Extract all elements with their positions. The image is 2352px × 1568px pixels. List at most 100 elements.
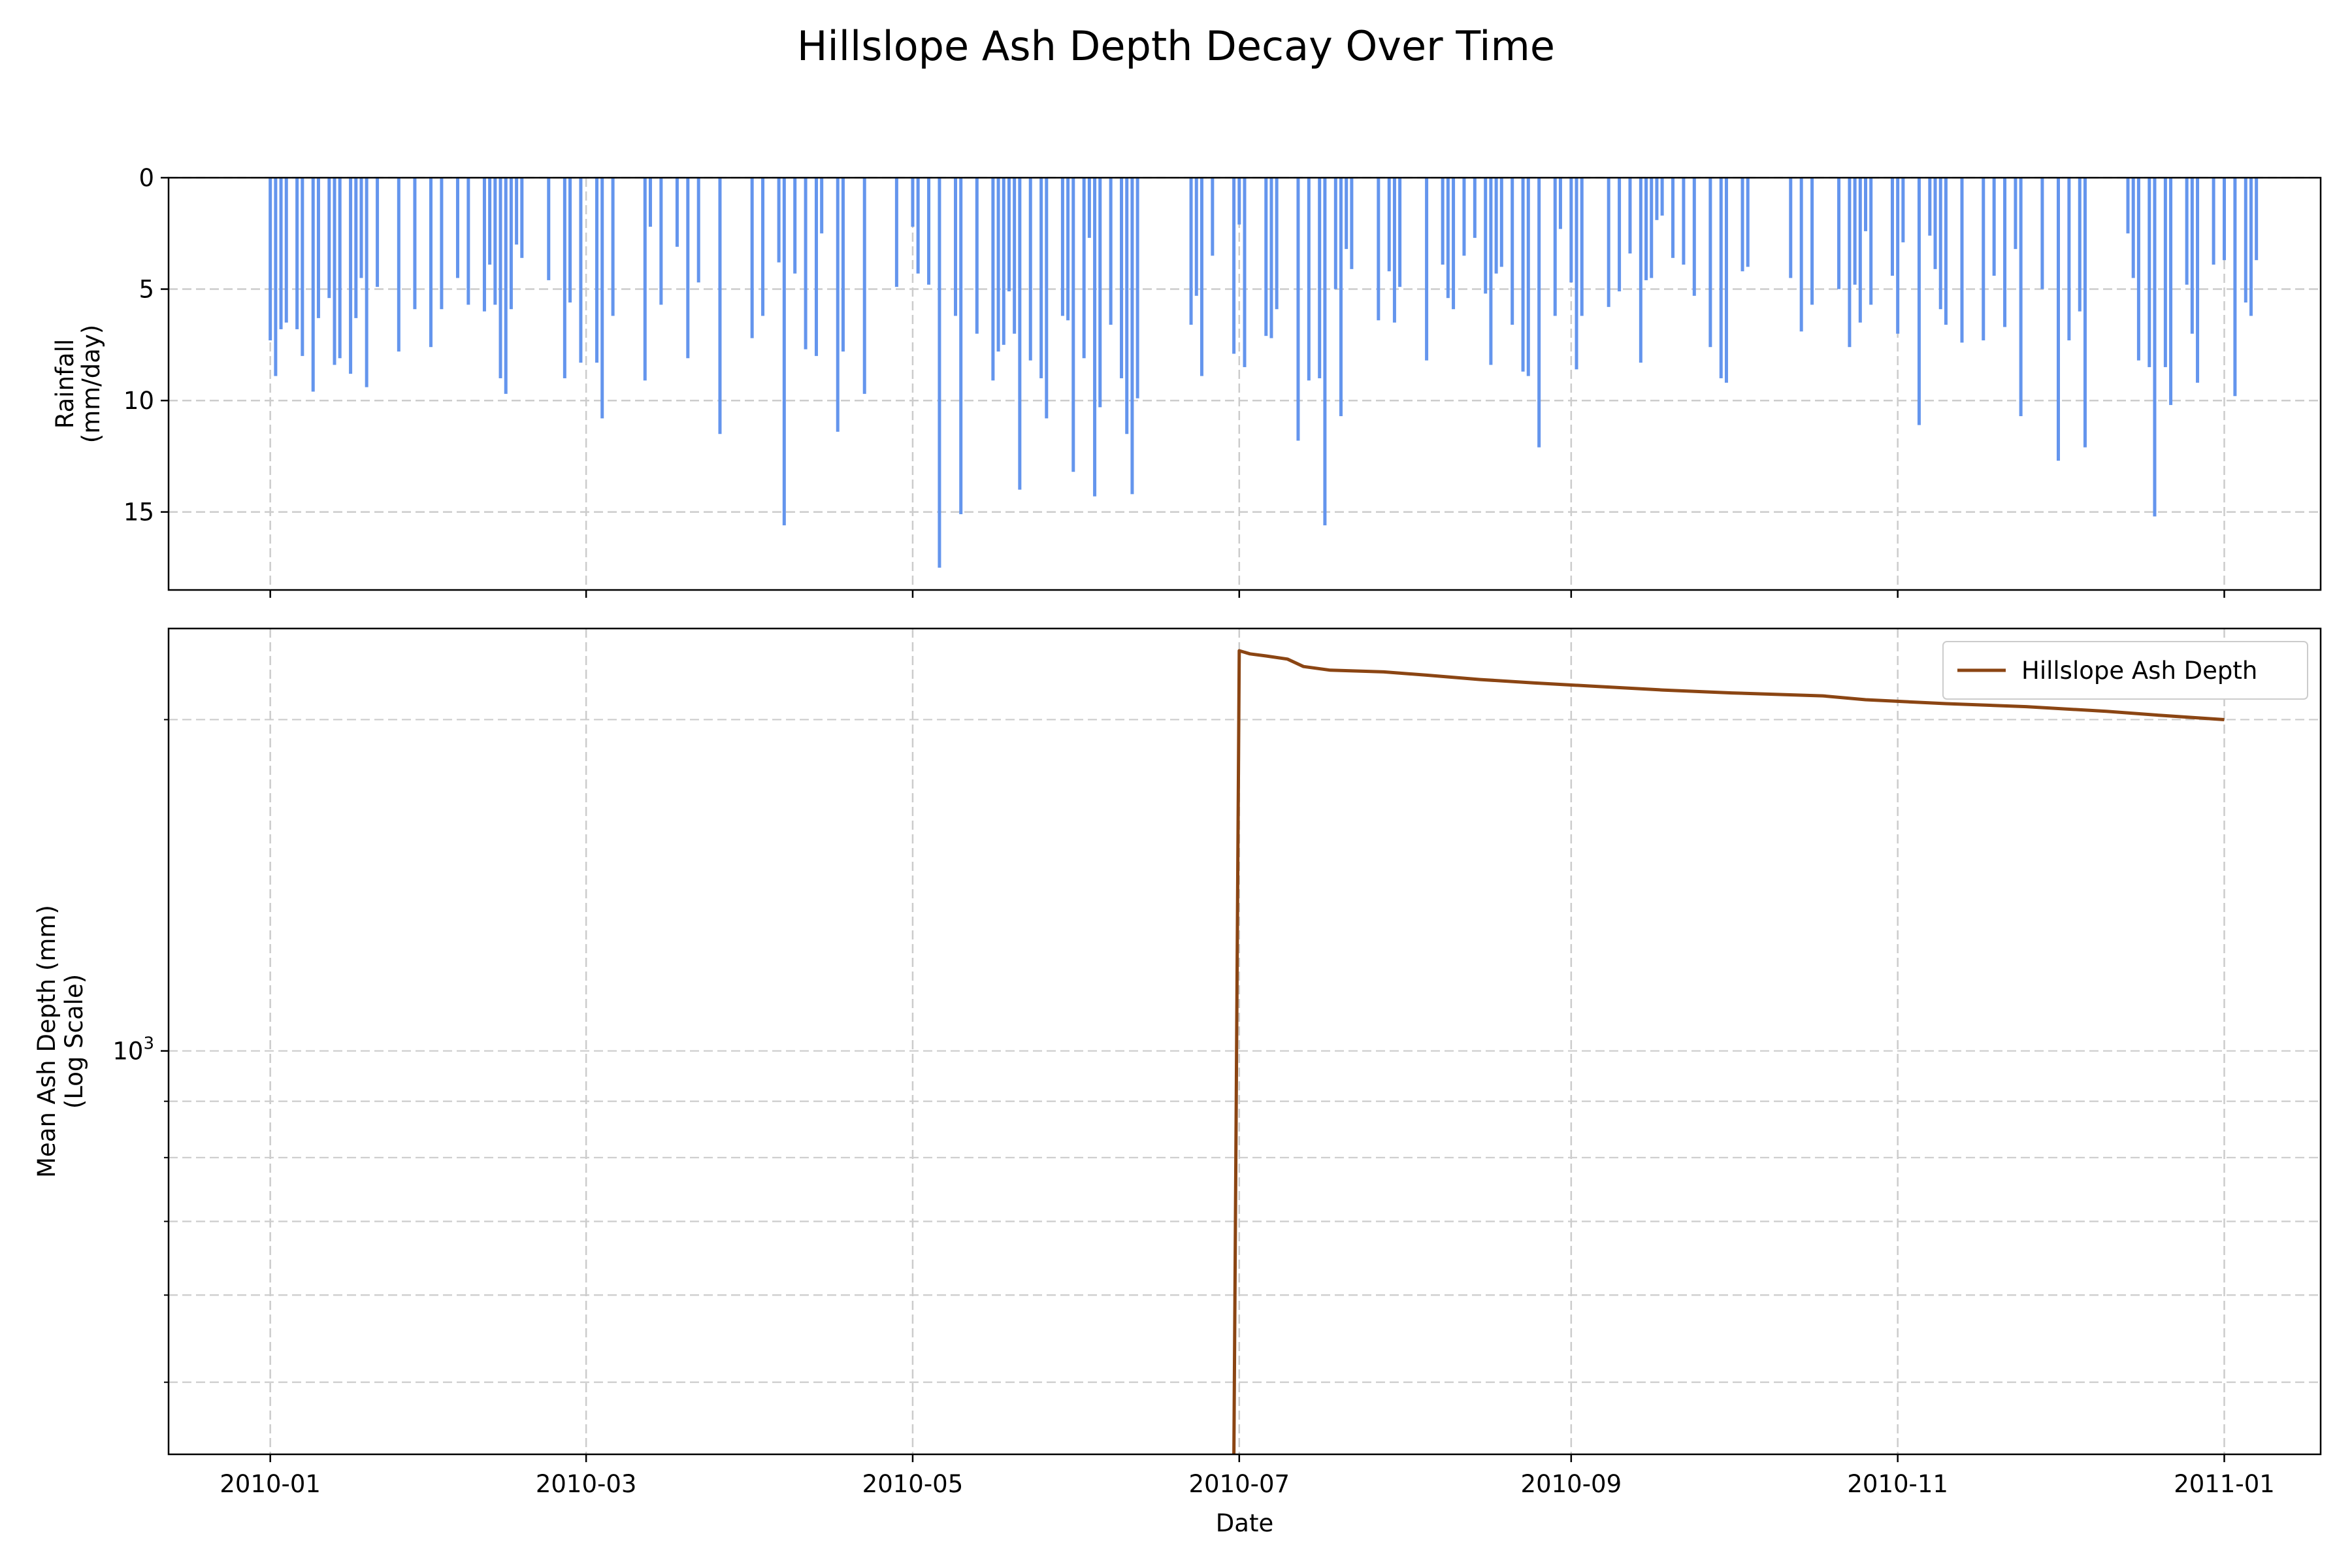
rainfall-bar [1269,178,1273,338]
rainfall-bar [1232,178,1236,354]
rainfall-bar [1692,178,1696,296]
rainfall-x-ticks [269,590,2225,598]
ash-depth-x-tick-label: 2010-05 [862,1470,964,1498]
rainfall-bar [675,178,679,247]
rainfall-bar [686,178,690,359]
rainfall-bar [938,178,941,568]
rainfall-bar [1018,178,1022,490]
rainfall-bar [1446,178,1450,299]
rainfall-bar [301,178,304,356]
rainfall-bar [2190,178,2194,334]
rainfall-bar [1398,178,1402,287]
rainfall-bar [2067,178,2071,340]
rainfall-bar [1890,178,1894,276]
rainfall-bar [1982,178,1985,340]
rainfall-y-tick-label: 15 [123,498,154,527]
rainfall-bar [2244,178,2247,303]
rainfall-bar [455,178,459,278]
rainfall-bar [954,178,958,316]
rainfall-bar [595,178,599,363]
rainfall-y-tick-label: 10 [123,387,154,415]
legend-box [1942,641,2308,700]
rainfall-bar [295,178,299,329]
rainfall-bar [1607,178,1610,307]
rainfall-bar [1350,178,1354,269]
rainfall-bar [1484,178,1488,294]
rainfall-bar [1045,178,1049,419]
rainfall-bar [1810,178,1814,305]
ash-depth-x-tick-label: 2011-01 [2174,1470,2275,1498]
rainfall-bar [1425,178,1429,361]
rainfall-bar [696,178,700,283]
rainfall-bar [2212,178,2215,265]
rainfall-bar [911,178,915,227]
rainfall-bar [836,178,840,432]
rainfall-bar [1007,178,1011,291]
rainfall-bar [1682,178,1686,265]
rainfall-bar [349,178,353,374]
rainfall-bar [1719,178,1723,378]
rainfall-bar [354,178,358,318]
rainfall-bar [1120,178,1124,378]
rainfall-bar [1837,178,1841,289]
rainfall-bar [376,178,380,287]
rainfall-bar [488,178,492,265]
rainfall-bar [1098,178,1102,408]
rainfall-bar [1489,178,1493,365]
rainfall-bar [1013,178,1017,334]
rainfall-bar [1655,178,1659,220]
rainfall-bar [1660,178,1664,216]
rainfall-bar [1307,178,1311,381]
rainfall-bar [2078,178,2082,312]
rainfall-bar [718,178,722,434]
ash-depth-x-tick-label: 2010-01 [220,1470,321,1498]
rainfall-bar [1135,178,1139,399]
rainfall-bar [1060,178,1064,316]
rainfall-bar [1580,178,1584,316]
rainfall-bar [1377,178,1380,321]
rainfall-bar [316,178,320,318]
figure-title: Hillslope Ash Depth Decay Over Time [797,22,1555,70]
rainfall-bar [279,178,283,329]
rainfall-bar [2056,178,2060,461]
rainfall-bar [504,178,508,394]
rainfall-bar [1125,178,1129,434]
rainfall-bar [1200,178,1203,376]
ash-depth-x-tick-label: 2010-07 [1189,1470,1290,1498]
rainfall-bar [782,178,786,526]
rainfall-bar [1028,178,1032,361]
rainfall-bar [916,178,920,274]
rainfall-y-tick-label: 5 [139,276,154,304]
rainfall-bar [2249,178,2253,316]
rainfall-y-axis-label-line: Rainfall [51,339,79,429]
ash-depth-axes-frame [167,627,2322,1456]
rainfall-bar [1896,178,1900,334]
rainfall-bar [1211,178,1215,256]
rainfall-bar [2233,178,2237,397]
rainfall-bar [1194,178,1198,296]
rainfall-bar [1869,178,1873,305]
rainfall-bar [1521,178,1525,372]
rainfall-bar [311,178,315,392]
rainfall-bar [579,178,583,363]
ash-depth-x-tick-label: 2010-11 [1847,1470,1948,1498]
rainfall-bar [1858,178,1862,323]
rainfall-bar [1901,178,1905,242]
rainfall-bar [365,178,368,387]
rainfall-bar [429,178,433,348]
rainfall-bar [1746,178,1750,267]
ash-depth-x-ticks: 2010-01 2010-03 2010-05 2010-07 2010-09 2010-… [220,1454,2275,1498]
rainfall-bar [482,178,486,312]
rainfall-bar [2003,178,2007,327]
rainfall-bar [894,178,898,287]
rainfall-bar [600,178,604,419]
rainfall-bar [1671,178,1675,258]
rainfall-bar [1323,178,1327,526]
rainfall-bar [1071,178,1075,472]
rainfall-bar [440,178,444,310]
rainfall-bar [274,178,278,376]
rainfall-bar [1082,178,1086,359]
rainfall-bar [659,178,663,305]
rainfall-bar [1537,178,1541,448]
